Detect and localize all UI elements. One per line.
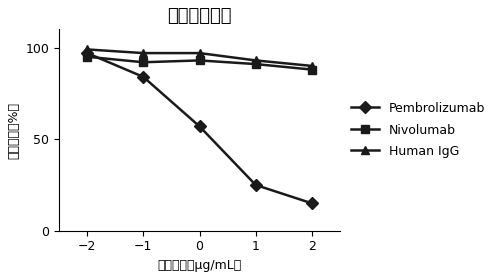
Pembrolizumab	[84, 51, 90, 55]
Pembrolizumab	[252, 183, 258, 187]
Pembrolizumab	[196, 125, 202, 128]
Nivolumab	[252, 62, 258, 66]
Nivolumab	[309, 68, 315, 71]
Nivolumab	[140, 61, 146, 64]
Line: Nivolumab: Nivolumab	[83, 52, 316, 74]
Legend: Pembrolizumab, Nivolumab, Human IgG: Pembrolizumab, Nivolumab, Human IgG	[346, 97, 490, 163]
Y-axis label: 显色程度（%）: 显色程度（%）	[7, 102, 20, 158]
X-axis label: 抗体浓度（μg/mL）: 抗体浓度（μg/mL）	[158, 259, 242, 272]
Human IgG	[252, 59, 258, 62]
Human IgG	[309, 64, 315, 68]
Pembrolizumab	[309, 202, 315, 205]
Human IgG	[140, 51, 146, 55]
Title: 竞争抑制实验: 竞争抑制实验	[167, 7, 232, 25]
Line: Human IgG: Human IgG	[83, 45, 316, 70]
Nivolumab	[84, 55, 90, 58]
Nivolumab	[196, 59, 202, 62]
Human IgG	[196, 51, 202, 55]
Human IgG	[84, 48, 90, 51]
Pembrolizumab	[140, 75, 146, 79]
Line: Pembrolizumab: Pembrolizumab	[83, 49, 316, 208]
